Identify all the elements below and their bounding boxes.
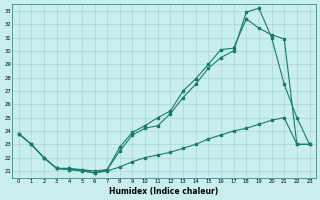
X-axis label: Humidex (Indice chaleur): Humidex (Indice chaleur) [109,187,219,196]
